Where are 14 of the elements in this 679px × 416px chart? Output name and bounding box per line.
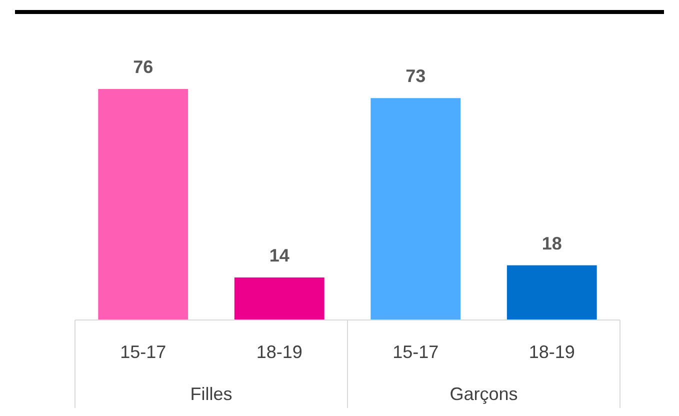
x-tick-label: 15-17 (392, 342, 439, 362)
bar (98, 89, 188, 320)
data-label: 18 (542, 233, 562, 254)
data-label: 14 (269, 245, 290, 266)
data-label: 73 (406, 66, 426, 86)
data-label: 76 (133, 57, 154, 77)
bar (234, 277, 324, 320)
text: Filles (190, 384, 232, 404)
bar (506, 265, 597, 320)
text: Garçons (450, 384, 518, 404)
x-tick-label: 15-17 (120, 342, 166, 362)
x-tick-label: 18-19 (528, 342, 575, 362)
x-tick-label: 18-19 (256, 342, 302, 362)
bar (370, 98, 461, 320)
